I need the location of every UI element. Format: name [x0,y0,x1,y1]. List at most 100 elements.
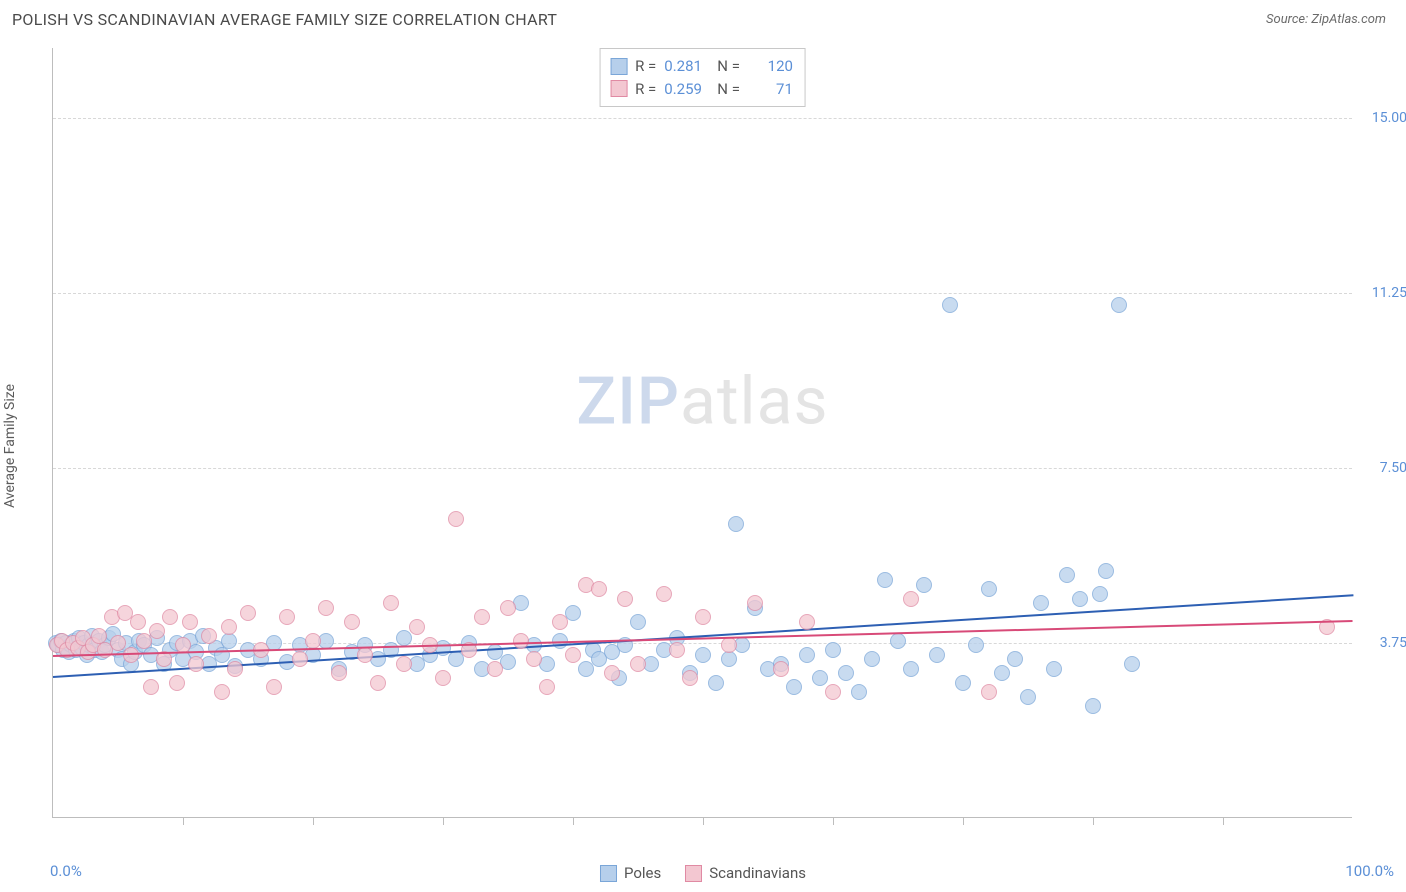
data-point-scandinavians [448,511,464,527]
data-point-scandinavians [305,633,321,649]
data-point-poles [994,665,1010,681]
data-point-scandinavians [630,656,646,672]
data-point-poles [864,651,880,667]
x-tick [313,817,314,825]
data-point-scandinavians [682,670,698,686]
data-point-scandinavians [110,635,126,651]
data-point-poles [1092,586,1108,602]
data-point-scandinavians [162,609,178,625]
data-point-poles [825,642,841,658]
data-point-poles [838,665,854,681]
data-point-scandinavians [357,647,373,663]
y-tick-label: 3.75 [1380,635,1406,651]
data-point-scandinavians [552,614,568,630]
data-point-poles [942,297,958,313]
data-point-scandinavians [383,595,399,611]
data-point-poles [721,651,737,667]
data-point-scandinavians [214,684,230,700]
data-point-poles [396,630,412,646]
stats-row-scandinavians: R = 0.259N = 71 [610,78,793,101]
legend-item-poles: Poles [600,864,661,882]
data-point-poles [786,679,802,695]
data-point-poles [1072,591,1088,607]
x-tick [1223,817,1224,825]
data-point-scandinavians [656,586,672,602]
stats-r-label: R = [635,78,656,101]
x-axis-min-label: 0.0% [50,862,82,880]
data-point-poles [221,633,237,649]
swatch-poles [610,58,627,75]
data-point-poles [968,637,984,653]
y-axis-label: Average Family Size [2,384,18,508]
data-point-scandinavians [292,651,308,667]
data-point-poles [630,614,646,630]
data-point-scandinavians [799,614,815,630]
y-tick-label: 11.25 [1372,285,1406,301]
data-point-scandinavians [825,684,841,700]
data-point-poles [877,572,893,588]
stats-r-label: R = [635,55,656,78]
data-point-poles [708,675,724,691]
stats-n-label: N = [717,78,740,101]
data-point-poles [916,577,932,593]
data-point-poles [929,647,945,663]
data-point-scandinavians [143,679,159,695]
data-point-poles [1059,567,1075,583]
watermark-zip: ZIP [576,363,680,440]
data-point-scandinavians [240,605,256,621]
data-point-poles [1007,651,1023,667]
chart-title: POLISH VS SCANDINAVIAN AVERAGE FAMILY SI… [12,10,557,29]
data-point-poles [1124,656,1140,672]
x-tick [443,817,444,825]
stats-n-value: 120 [748,55,793,78]
gridline [53,468,1352,469]
data-point-scandinavians [201,628,217,644]
series-legend: PolesScandinavians [600,864,806,882]
data-point-scandinavians [591,581,607,597]
x-tick [573,817,574,825]
data-point-scandinavians [279,609,295,625]
data-point-poles [981,581,997,597]
data-point-scandinavians [188,656,204,672]
x-tick [1093,817,1094,825]
data-point-scandinavians [487,661,503,677]
data-point-scandinavians [227,661,243,677]
data-point-scandinavians [617,591,633,607]
x-axis-max-label: 100.0% [1345,862,1394,880]
data-point-poles [214,647,230,663]
swatch-scandinavians [610,80,627,97]
data-point-scandinavians [981,684,997,700]
data-point-scandinavians [396,656,412,672]
data-point-poles [1111,297,1127,313]
data-point-scandinavians [409,619,425,635]
stats-r-value: 0.259 [664,78,709,101]
watermark: ZIPatlas [576,363,828,440]
x-tick [963,817,964,825]
data-point-poles [955,675,971,691]
data-point-scandinavians [513,633,529,649]
swatch-scandinavians [685,865,702,882]
data-point-scandinavians [604,665,620,681]
swatch-poles [600,865,617,882]
data-point-scandinavians [169,675,185,691]
data-point-scandinavians [773,661,789,677]
data-point-scandinavians [474,609,490,625]
data-point-poles [903,661,919,677]
data-point-scandinavians [903,591,919,607]
data-point-poles [851,684,867,700]
data-point-poles [1085,698,1101,714]
data-point-poles [695,647,711,663]
data-point-scandinavians [221,619,237,635]
data-point-scandinavians [500,600,516,616]
data-point-scandinavians [344,614,360,630]
data-point-poles [1046,661,1062,677]
data-point-scandinavians [331,665,347,681]
data-point-scandinavians [266,679,282,695]
y-tick-label: 7.50 [1380,460,1406,476]
x-tick [833,817,834,825]
stats-n-label: N = [717,55,740,78]
data-point-scandinavians [370,675,386,691]
stats-legend: R = 0.281N = 120R = 0.259N = 71 [599,48,806,107]
data-point-scandinavians [721,637,737,653]
data-point-scandinavians [149,623,165,639]
